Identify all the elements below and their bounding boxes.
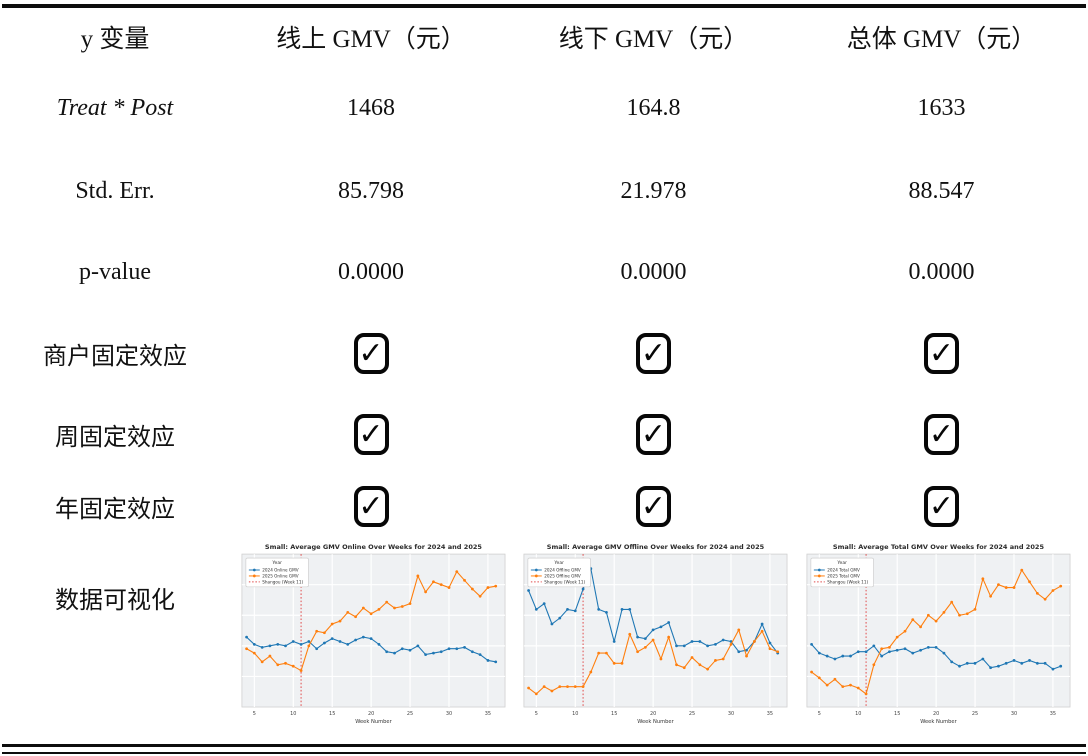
svg-text:2024 Offline GMV: 2024 Offline GMV <box>544 568 581 573</box>
pvalue-total: 0.0000 <box>908 258 975 285</box>
svg-text:5: 5 <box>818 711 821 717</box>
check-icon: ✓ <box>640 489 667 524</box>
check-icon: ✓ <box>358 336 384 371</box>
regression-results-table: y 变量 线上 GMV（元） 线下 GMV（元） 总体 GMV（元） Treat… <box>0 8 1088 738</box>
svg-text:10: 10 <box>290 711 296 717</box>
coef-online: 1468 <box>347 94 395 121</box>
table-row-p-value: p-value 0.0000 0.0000 0.0000 <box>0 232 1088 312</box>
coef-total: 1633 <box>917 94 966 121</box>
stderr-total: 88.547 <box>908 177 975 204</box>
svg-text:Week Number: Week Number <box>637 719 674 725</box>
svg-text:20: 20 <box>368 711 374 717</box>
svg-text:10: 10 <box>855 711 861 717</box>
svg-text:25: 25 <box>972 711 978 717</box>
svg-text:10: 10 <box>572 711 578 717</box>
chart-online-gmv: Small: Average GMV Online Over Weeks for… <box>230 540 510 737</box>
table-row-week-fe: 周固定效应 ✓ ✓ ✓ <box>0 394 1088 474</box>
row-label-week-fe: 周固定效应 <box>55 424 175 451</box>
svg-text:5: 5 <box>535 711 538 717</box>
year-fe-offline-checkbox[interactable]: ✓ <box>636 485 671 527</box>
svg-text:2024 Total GMV: 2024 Total GMV <box>827 568 860 573</box>
week-fe-online-checkbox[interactable]: ✓ <box>353 413 389 455</box>
svg-text:30: 30 <box>728 711 734 717</box>
table-row-treat-post: Treat * Post 1468 164.8 1633 <box>0 66 1088 150</box>
column-header-online-gmv: 线上 GMV（元） <box>276 26 466 53</box>
week-fe-total-checkbox[interactable]: ✓ <box>924 413 959 455</box>
stderr-online: 85.798 <box>338 177 404 204</box>
check-icon: ✓ <box>358 417 384 452</box>
table-row-visualization: 数据可视化 Small: Average GMV Online Over Wee… <box>0 538 1088 738</box>
svg-text:Shangou (Week 11): Shangou (Week 11) <box>544 579 585 584</box>
row-label-p-value: p-value <box>79 258 151 285</box>
table-header-row: y 变量 线上 GMV（元） 线下 GMV（元） 总体 GMV（元） <box>0 8 1088 66</box>
column-header-offline-gmv: 线下 GMV（元） <box>558 26 749 53</box>
table-top-rule <box>2 4 1086 8</box>
merchant-fe-total-checkbox[interactable]: ✓ <box>924 332 959 374</box>
svg-text:2025 Online GMV: 2025 Online GMV <box>262 574 298 579</box>
svg-text:2024 Online GMV: 2024 Online GMV <box>262 568 298 573</box>
merchant-fe-offline-checkbox[interactable]: ✓ <box>636 332 671 374</box>
check-icon: ✓ <box>928 417 955 452</box>
svg-text:Small: Average Total GMV Over: Small: Average Total GMV Over Weeks for … <box>833 543 1045 551</box>
coef-offline: 164.8 <box>626 94 681 121</box>
svg-text:Shangou (Week 11): Shangou (Week 11) <box>262 579 303 584</box>
svg-text:15: 15 <box>894 711 900 717</box>
svg-text:30: 30 <box>1011 711 1017 717</box>
svg-text:Year: Year <box>836 560 847 566</box>
svg-text:20: 20 <box>933 711 939 717</box>
row-label-std-err: Std. Err. <box>75 177 155 204</box>
svg-text:15: 15 <box>611 711 617 717</box>
chart-offline-gmv: Small: Average GMV Offline Over Weeks fo… <box>512 540 792 737</box>
svg-text:Shangou (Week 11): Shangou (Week 11) <box>827 579 868 584</box>
row-label-year-fe: 年固定效应 <box>55 496 175 523</box>
svg-text:35: 35 <box>485 711 491 717</box>
column-header-total-gmv: 总体 GMV（元） <box>846 26 1037 53</box>
table-row-std-err: Std. Err. 85.798 21.978 88.547 <box>0 150 1088 232</box>
svg-text:Small: Average GMV Offline Ove: Small: Average GMV Offline Over Weeks fo… <box>547 543 765 551</box>
table-row-year-fe: 年固定效应 ✓ ✓ ✓ <box>0 474 1088 538</box>
column-header-y-variable: y 变量 <box>80 26 150 53</box>
svg-text:35: 35 <box>767 711 773 717</box>
svg-text:Year: Year <box>271 560 282 566</box>
pvalue-online: 0.0000 <box>338 258 404 285</box>
check-icon: ✓ <box>928 489 955 524</box>
svg-text:Week Number: Week Number <box>355 719 392 725</box>
svg-text:5: 5 <box>253 711 256 717</box>
merchant-fe-online-checkbox[interactable]: ✓ <box>353 332 389 374</box>
row-label-treat-post: Treat * Post <box>56 94 174 121</box>
svg-text:15: 15 <box>329 711 335 717</box>
week-fe-offline-checkbox[interactable]: ✓ <box>636 413 671 455</box>
chart-total-gmv: Small: Average Total GMV Over Weeks for … <box>795 540 1075 737</box>
check-icon: ✓ <box>640 336 667 371</box>
row-label-merchant-fe: 商户固定效应 <box>43 343 187 370</box>
table-row-merchant-fe: 商户固定效应 ✓ ✓ ✓ <box>0 312 1088 394</box>
svg-text:2025 Total GMV: 2025 Total GMV <box>827 574 860 579</box>
year-fe-total-checkbox[interactable]: ✓ <box>924 485 959 527</box>
stderr-offline: 21.978 <box>620 177 687 204</box>
row-label-visualization: 数据可视化 <box>55 588 175 614</box>
svg-text:Small: Average GMV Online Over: Small: Average GMV Online Over Weeks for… <box>265 543 483 551</box>
pvalue-offline: 0.0000 <box>620 258 687 285</box>
svg-text:2025 Offline GMV: 2025 Offline GMV <box>544 574 581 579</box>
table-bottom-rule <box>2 744 1086 754</box>
svg-text:Week Number: Week Number <box>920 719 957 725</box>
check-icon: ✓ <box>358 489 384 524</box>
svg-text:30: 30 <box>446 711 452 717</box>
svg-text:35: 35 <box>1050 711 1056 717</box>
svg-text:25: 25 <box>407 711 413 717</box>
svg-text:25: 25 <box>689 711 695 717</box>
check-icon: ✓ <box>928 336 955 371</box>
year-fe-online-checkbox[interactable]: ✓ <box>353 485 389 527</box>
svg-text:Year: Year <box>553 560 564 566</box>
svg-text:20: 20 <box>650 711 656 717</box>
check-icon: ✓ <box>640 417 667 452</box>
